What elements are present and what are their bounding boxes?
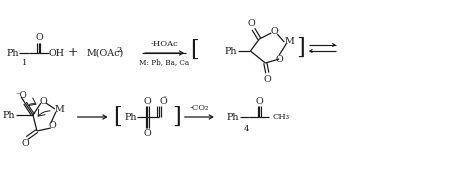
Text: -HOAc: -HOAc xyxy=(150,40,178,48)
Text: 2: 2 xyxy=(117,46,122,54)
Text: [: [ xyxy=(190,39,199,61)
Text: O: O xyxy=(49,122,57,130)
Text: ⁻: ⁻ xyxy=(162,95,166,103)
Text: -CO₂: -CO₂ xyxy=(190,104,210,112)
Text: O: O xyxy=(263,75,271,83)
Text: ⁻O: ⁻O xyxy=(15,90,27,100)
Text: M: M xyxy=(284,37,294,47)
Text: O: O xyxy=(256,96,263,106)
Text: Ph: Ph xyxy=(124,113,137,122)
Text: O: O xyxy=(35,34,43,43)
Text: ]: ] xyxy=(172,106,181,128)
Text: O: O xyxy=(159,96,167,106)
Text: Ph: Ph xyxy=(224,47,237,56)
Text: ]: ] xyxy=(297,37,306,59)
FancyArrowPatch shape xyxy=(29,98,36,106)
Text: O: O xyxy=(143,96,151,106)
Text: Ph: Ph xyxy=(3,110,15,120)
Text: CH₃: CH₃ xyxy=(272,113,289,121)
Text: M: M xyxy=(55,104,65,114)
Text: 1: 1 xyxy=(22,59,28,67)
Text: Ph: Ph xyxy=(6,49,19,57)
Text: O: O xyxy=(143,128,151,137)
Text: M(OAc): M(OAc) xyxy=(86,49,124,57)
Text: O: O xyxy=(248,18,255,28)
Text: Ph: Ph xyxy=(227,113,239,122)
Text: OH: OH xyxy=(49,49,65,57)
Text: M: Pb, Ba, Ca: M: Pb, Ba, Ca xyxy=(139,58,189,66)
Text: O: O xyxy=(270,28,278,36)
Text: +: + xyxy=(68,47,78,60)
Text: [: [ xyxy=(113,106,122,128)
Text: O: O xyxy=(275,56,283,64)
FancyArrowPatch shape xyxy=(38,109,50,116)
Text: 4: 4 xyxy=(244,125,249,133)
Text: O: O xyxy=(21,139,29,148)
Text: O: O xyxy=(39,96,47,106)
